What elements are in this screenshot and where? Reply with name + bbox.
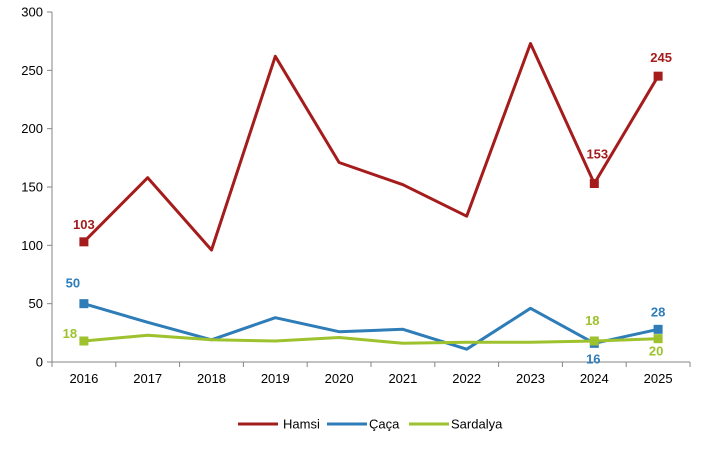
data-point-marker [79,299,89,309]
data-label: 28 [651,304,665,319]
data-point-marker [653,334,663,344]
x-tick-label: 2025 [644,371,673,386]
y-tick-label: 200 [21,121,43,136]
x-tick-label: 2017 [133,371,162,386]
chart-series [79,42,663,351]
data-point-marker [589,336,599,346]
y-tick-label: 250 [21,63,43,78]
legend-label: Sardalya [451,417,503,432]
series-line-hamsi [82,42,660,252]
y-tick-label: 300 [21,5,43,20]
y-tick-label: 0 [36,355,43,370]
x-tick-label: 2016 [69,371,98,386]
data-point-marker [653,324,663,334]
data-labels: 103 153 245 50 16 28 18 18 20 [63,50,672,366]
x-tick-label: 2023 [516,371,545,386]
x-tick-label: 2022 [452,371,481,386]
data-label: 153 [586,147,608,162]
y-tick-label: 100 [21,238,43,253]
x-tick-label: 2018 [197,371,226,386]
x-tick-label: 2021 [388,371,417,386]
data-point-marker [79,336,89,346]
data-label: 245 [650,50,672,65]
y-tick-label: 150 [21,180,43,195]
x-tick-label: 2019 [261,371,290,386]
data-point-marker [79,237,89,247]
data-label: 18 [585,313,599,328]
x-tick-label: 2024 [580,371,609,386]
data-label: 16 [586,351,600,366]
data-label: 50 [66,276,80,291]
data-label: 20 [649,344,663,359]
data-label: 103 [73,217,95,232]
legend: Hamsi Çaça Sardalya [238,417,503,432]
data-point-marker [653,71,663,81]
x-tick-label: 2020 [325,371,354,386]
data-point-marker [589,179,599,188]
data-label: 18 [63,326,77,341]
legend-label: Hamsi [283,417,320,432]
series-line-çaça [83,302,659,351]
series-line-sardalya [83,333,659,345]
y-tick-label: 50 [29,296,43,311]
legend-label: Çaça [369,417,400,432]
